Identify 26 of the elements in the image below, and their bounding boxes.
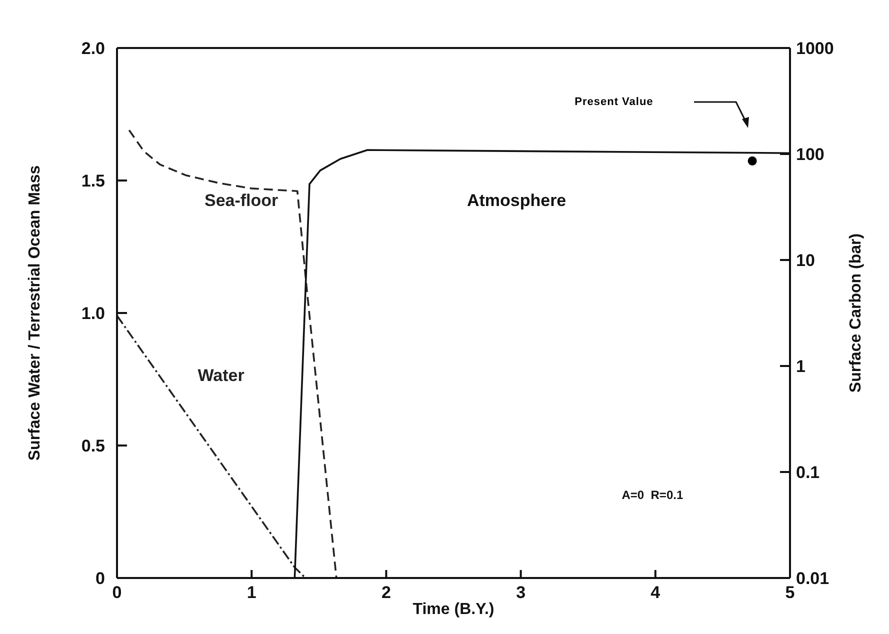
annotation: A=0 R=0.1 <box>622 488 684 502</box>
x-tick-label: 4 <box>650 583 661 602</box>
y2-axis-title: Surface Carbon (bar) <box>848 233 865 393</box>
y-tick-label: 0 <box>96 569 105 588</box>
x-axis-title: Time (B.Y.) <box>412 601 494 618</box>
text: Present Value <box>574 96 654 108</box>
x-tick-label: 0 <box>112 583 122 602</box>
y2-tick-label: 0.01 <box>796 569 830 588</box>
series-label: Water <box>198 366 244 386</box>
y2-tick-label: 1000 <box>796 39 834 58</box>
y2-tick-label: 1 <box>796 357 806 376</box>
y-tick-label: 2.0 <box>81 39 105 58</box>
y-axis-title: Surface Water / Terrestrial Ocean Mass <box>26 165 44 461</box>
line-series <box>128 129 338 578</box>
y-tick-label: 1.0 <box>81 304 105 324</box>
x-tick-label: 1 <box>246 583 256 602</box>
series-label: Sea-floor <box>204 191 278 212</box>
y2-tick-label: 10 <box>796 251 815 270</box>
x-tick-label: 3 <box>516 583 526 602</box>
y2-tick-label: 0.1 <box>796 463 820 482</box>
text: Atmosphere <box>466 191 566 212</box>
y-tick-label: 0.5 <box>81 436 105 456</box>
y2-tick-label: 100 <box>796 145 824 164</box>
x-tick-label: 2 <box>381 583 391 602</box>
y-tick-label: 1.5 <box>81 172 105 191</box>
x-tick-label: 5 <box>785 583 795 602</box>
